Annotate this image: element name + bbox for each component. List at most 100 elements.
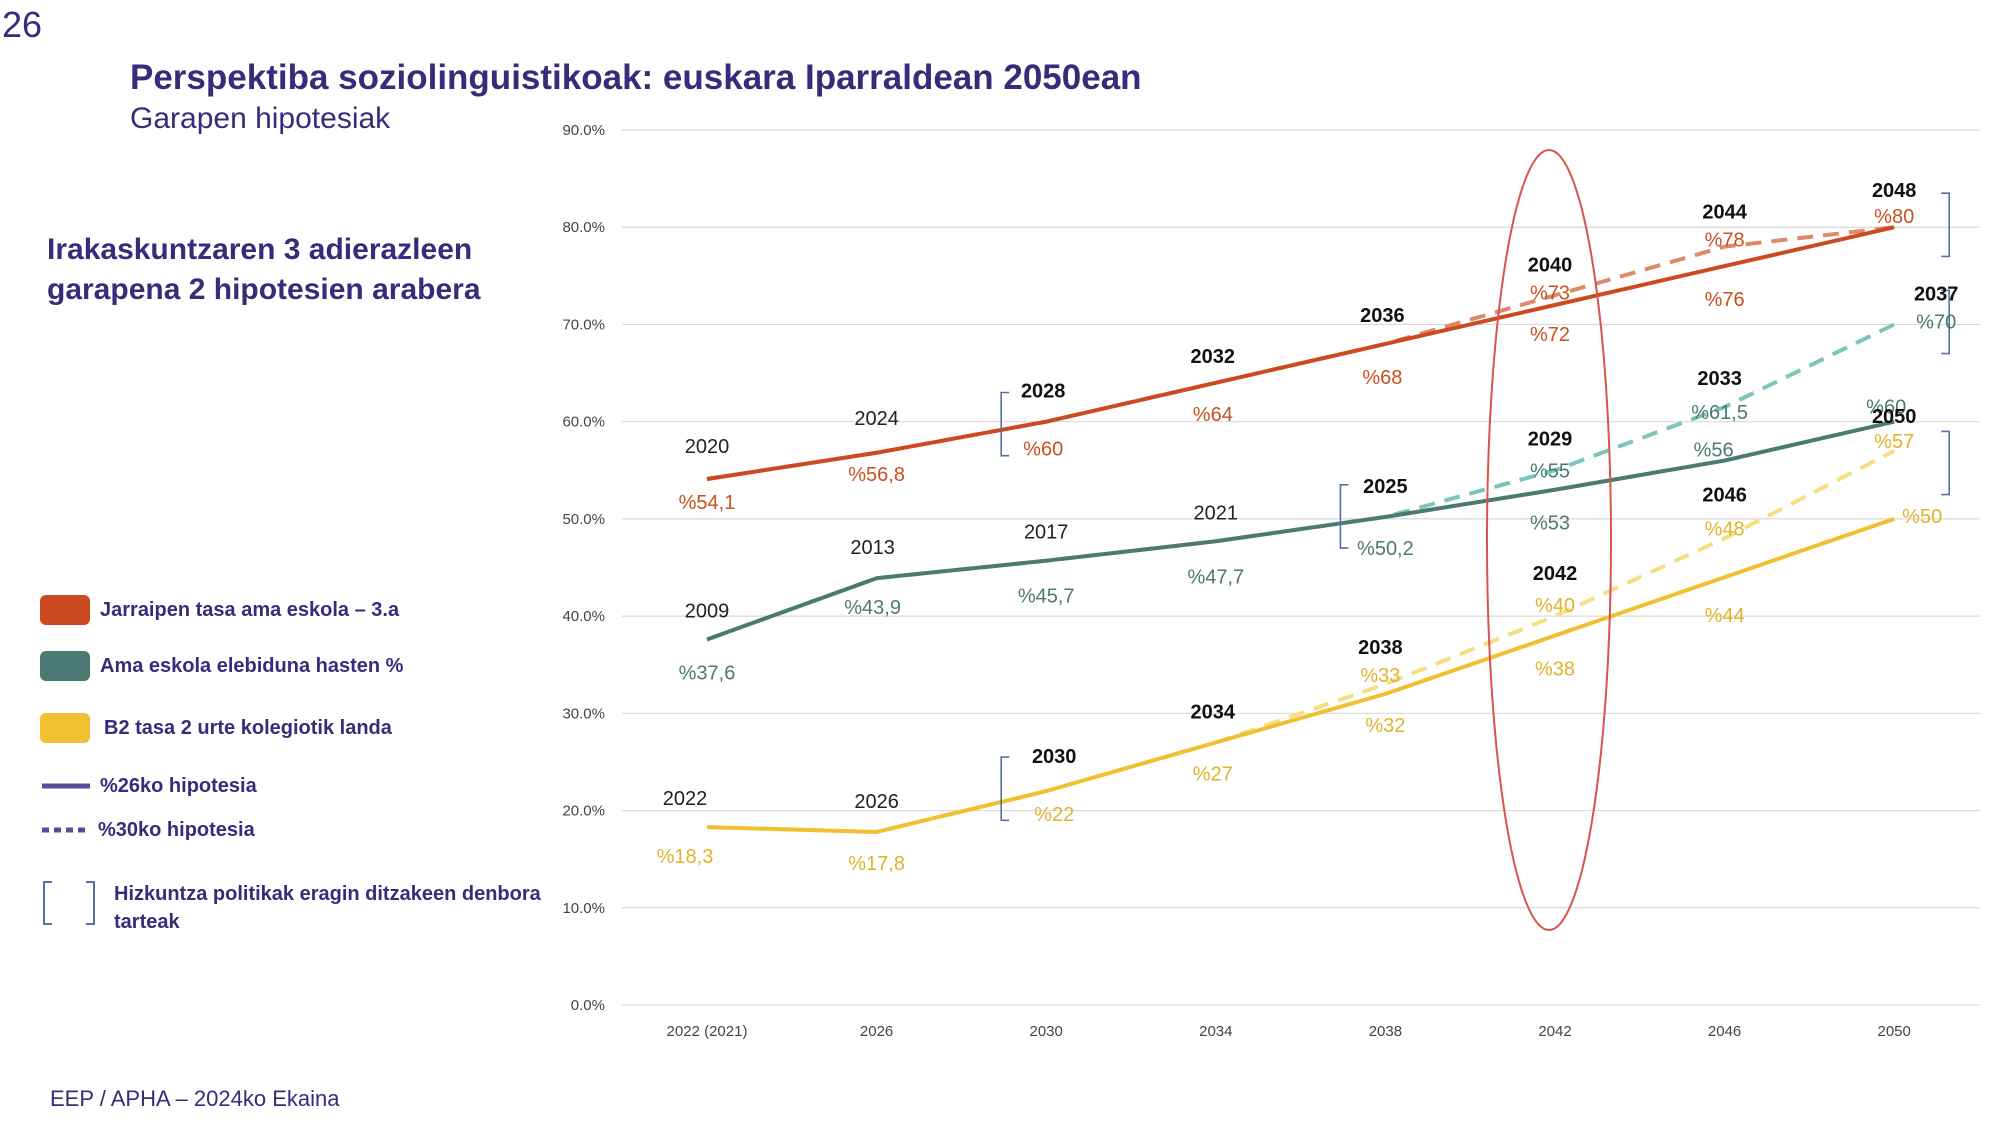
value-label: %22 [1034,804,1074,826]
y-tick-label: 80.0% [562,219,605,236]
value-label: %73 [1530,282,1570,304]
year-label: 2013 [850,537,895,559]
year-label: 2009 [685,600,730,622]
value-label: %38 [1535,659,1575,681]
bracket-icon [43,881,95,925]
year-label: 2020 [685,436,730,458]
x-tick-label: 2038 [1369,1023,1402,1040]
year-label: 2042 [1533,563,1578,585]
value-label: %70 [1916,311,1956,333]
series-line [706,419,1895,642]
page-title: Perspektiba soziolinguistikoak: euskara … [130,58,1142,97]
y-tick-label: 50.0% [562,511,605,528]
year-label: 2028 [1021,381,1066,403]
x-tick-label: 2026 [860,1023,893,1040]
legend-label: Ama eskola elebiduna hasten % [100,654,404,677]
year-label: 2040 [1528,254,1573,276]
value-label: %54,1 [679,492,736,514]
legend-label: %30ko hipotesia [98,818,255,841]
legend-label: B2 tasa 2 urte kolegiotik landa [104,716,392,739]
y-tick-label: 0.0% [571,997,605,1014]
period-bracket [1000,391,1010,457]
solid-line-icon [42,783,90,789]
year-label: 2017 [1024,522,1069,544]
series-line [706,449,1896,834]
value-label: %56 [1694,440,1734,462]
value-label: %64 [1193,404,1233,426]
year-label: 2029 [1528,428,1573,450]
teal-swatch-icon [40,651,90,681]
value-label: %80 [1874,206,1914,228]
value-label: %53 [1530,513,1570,535]
value-label: %57 [1874,431,1914,453]
year-label: 2037 [1914,283,1959,305]
highlight-ellipse [1486,149,1612,931]
year-label: 2048 [1872,180,1917,202]
legend-item-bracket: Hizkuntza politikak eragin ditzakeen den… [40,880,554,936]
legend-item-solid: %26ko hipotesia [40,766,257,806]
value-label: %45,7 [1018,586,1075,608]
legend-item-teal: Ama eskola elebiduna hasten % [40,646,403,686]
value-label: %50 [1902,506,1942,528]
value-label: %61,5 [1691,402,1748,424]
year-label: 2030 [1032,746,1077,768]
y-tick-label: 10.0% [562,900,605,917]
value-label: %50,2 [1357,538,1414,560]
year-label: 2038 [1358,637,1403,659]
period-bracket [1941,192,1950,258]
value-label: %48 [1705,518,1745,540]
value-label: %55 [1530,460,1570,482]
period-bracket [1941,430,1950,496]
value-label: %56,8 [848,464,905,486]
legend-item-orange: Jarraipen tasa ama eskola – 3.a [40,590,399,630]
legend-label: %26ko hipotesia [100,774,257,797]
orange-swatch-icon [40,595,90,625]
year-label: 2046 [1702,484,1747,506]
y-tick-label: 20.0% [562,803,605,820]
value-label: %47,7 [1187,566,1244,588]
legend-item-yellow: B2 tasa 2 urte kolegiotik landa [40,708,392,748]
value-label: %33 [1360,665,1400,687]
series-line [706,516,1895,834]
year-label: 2032 [1191,346,1236,368]
y-tick-label: 90.0% [562,122,605,139]
value-label: %60 [1023,439,1063,461]
value-label: %40 [1535,595,1575,617]
y-tick-label: 60.0% [562,414,605,431]
y-tick-label: 30.0% [562,705,605,722]
period-bracket [1941,289,1950,355]
period-bracket [1000,756,1010,822]
value-label: %76 [1705,289,1745,311]
page-number: 26 [2,4,43,45]
year-label: 2044 [1702,202,1747,224]
legend-label: Hizkuntza politikak eragin ditzakeen den… [114,883,541,933]
year-label: 2033 [1697,368,1742,390]
legend-label: Jarraipen tasa ama eskola – 3.a [100,598,400,621]
yellow-swatch-icon [40,713,90,743]
series-line [706,225,1895,482]
x-tick-label: 2022 (2021) [667,1023,748,1040]
value-label: %43,9 [844,597,901,619]
x-tick-label: 2046 [1708,1023,1741,1040]
value-label: %68 [1362,367,1402,389]
value-label: %17,8 [848,853,905,875]
dashed-line-icon [42,827,90,833]
y-tick-label: 70.0% [562,316,605,333]
legend-item-dashed: %30ko hipotesia [40,810,255,850]
year-label: 2050 [1872,406,1917,428]
value-label: %37,6 [679,662,736,684]
source-footer: EEP / APHA – 2024ko Ekaina [50,1086,340,1111]
x-tick-label: 2034 [1199,1023,1232,1040]
value-label: %72 [1530,324,1570,346]
year-label: 2036 [1360,305,1405,327]
value-label: %27 [1193,764,1233,786]
year-label: 2024 [854,408,899,430]
year-label: 2034 [1191,702,1236,724]
value-label: %32 [1365,715,1405,737]
value-label: %60 [1866,397,1906,419]
value-label: %78 [1705,230,1745,252]
x-tick-label: 2042 [1538,1023,1571,1040]
y-tick-label: 40.0% [562,608,605,625]
x-tick-label: 2050 [1878,1023,1911,1040]
